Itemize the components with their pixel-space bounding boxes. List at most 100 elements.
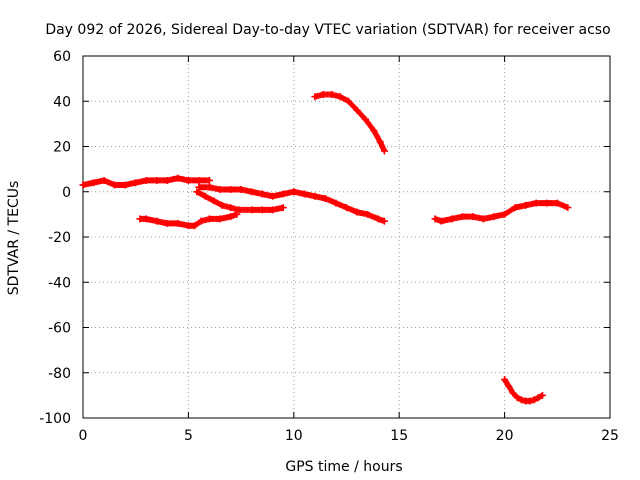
- data-point: [258, 206, 266, 214]
- y-tick-label: -100: [39, 411, 71, 427]
- data-point: [279, 204, 287, 212]
- data-point: [448, 215, 456, 223]
- data-point: [300, 190, 308, 198]
- data-point: [100, 176, 108, 184]
- y-tick-label: -60: [48, 321, 71, 337]
- data-point: [290, 188, 298, 196]
- data-point: [539, 391, 547, 399]
- data-point: [458, 213, 466, 221]
- data-point: [480, 215, 488, 223]
- data-point: [522, 201, 530, 209]
- data-point: [153, 176, 161, 184]
- data-point: [227, 204, 235, 212]
- data-point: [142, 176, 150, 184]
- y-tick-label: -40: [48, 275, 71, 291]
- x-tick-label: 25: [601, 428, 619, 444]
- data-point: [205, 176, 213, 184]
- x-tick-label: 15: [390, 428, 408, 444]
- data-point: [311, 192, 319, 200]
- data-point: [513, 394, 521, 402]
- data-point: [564, 204, 572, 212]
- data-point: [279, 190, 287, 198]
- x-tick-label: 10: [285, 428, 303, 444]
- data-point: [258, 190, 266, 198]
- data-point: [553, 199, 561, 207]
- data-point: [353, 106, 361, 114]
- y-tick-label: -80: [48, 366, 71, 382]
- chart-title: Day 092 of 2026, Sidereal Day-to-day VTE…: [45, 22, 610, 38]
- data-point: [361, 115, 369, 123]
- data-point: [321, 195, 329, 203]
- y-tick-label: 40: [53, 94, 71, 110]
- y-tick-label: 0: [62, 185, 71, 201]
- data-point: [269, 206, 277, 214]
- data-point: [216, 185, 224, 193]
- y-tick-label: -20: [48, 230, 71, 246]
- series-arc-3: [136, 210, 241, 230]
- data-point: [376, 138, 384, 146]
- data-point: [136, 215, 144, 223]
- data-point: [90, 179, 98, 187]
- data-point: [319, 90, 327, 98]
- y-tick-label: 20: [53, 140, 71, 156]
- data-point: [153, 217, 161, 225]
- data-point: [174, 174, 182, 182]
- data-point: [534, 394, 542, 402]
- data-point: [517, 396, 525, 404]
- series-arc-7: [501, 376, 547, 405]
- data-point: [227, 185, 235, 193]
- series-arc-1: [79, 174, 213, 189]
- data-point: [364, 210, 372, 218]
- data-point: [505, 382, 513, 390]
- data-point: [380, 217, 388, 225]
- data-point: [163, 219, 171, 227]
- data-point: [532, 199, 540, 207]
- data-point: [501, 210, 509, 218]
- data-point: [142, 215, 150, 223]
- data-point: [233, 210, 241, 218]
- data-point: [205, 215, 213, 223]
- data-point: [509, 389, 517, 397]
- data-point: [235, 206, 243, 214]
- data-point: [227, 213, 235, 221]
- tick-labels: 0 5 10 15 20 25 -100 -80 -60 -40 -20 0 20 40 60: [39, 49, 619, 444]
- series-arc-5: [311, 90, 388, 155]
- data-point: [431, 215, 439, 223]
- data-point: [216, 215, 224, 223]
- data-point: [343, 204, 350, 212]
- data-point: [469, 213, 477, 221]
- data-point: [184, 176, 192, 184]
- data-point: [328, 90, 336, 98]
- x-tick-label: 0: [79, 428, 88, 444]
- data-point: [210, 197, 218, 205]
- x-axis-label: GPS time / hours: [285, 459, 402, 475]
- data-point: [336, 93, 344, 101]
- data-point: [79, 181, 87, 189]
- data-point: [311, 93, 319, 101]
- data-point: [437, 217, 445, 225]
- x-tick-label: 5: [184, 428, 193, 444]
- data-point: [191, 222, 199, 230]
- data-point: [353, 208, 361, 216]
- series-arc-4: [193, 188, 287, 214]
- data-point: [121, 181, 129, 189]
- data-point: [184, 222, 192, 230]
- data-point: [374, 215, 382, 223]
- data-point: [195, 176, 203, 184]
- data-point: [237, 185, 245, 193]
- y-tick-label: 60: [53, 49, 71, 65]
- data-point: [193, 188, 201, 196]
- data-point: [332, 199, 340, 207]
- data-point: [526, 397, 534, 405]
- series-arc-6: [431, 199, 572, 225]
- data-point: [197, 217, 205, 225]
- data-point: [511, 204, 519, 212]
- data-point: [490, 213, 498, 221]
- data-series: [79, 90, 572, 405]
- tick-marks: [82, 55, 611, 419]
- data-point: [530, 396, 538, 404]
- data-point: [269, 192, 277, 200]
- data-point: [195, 183, 203, 191]
